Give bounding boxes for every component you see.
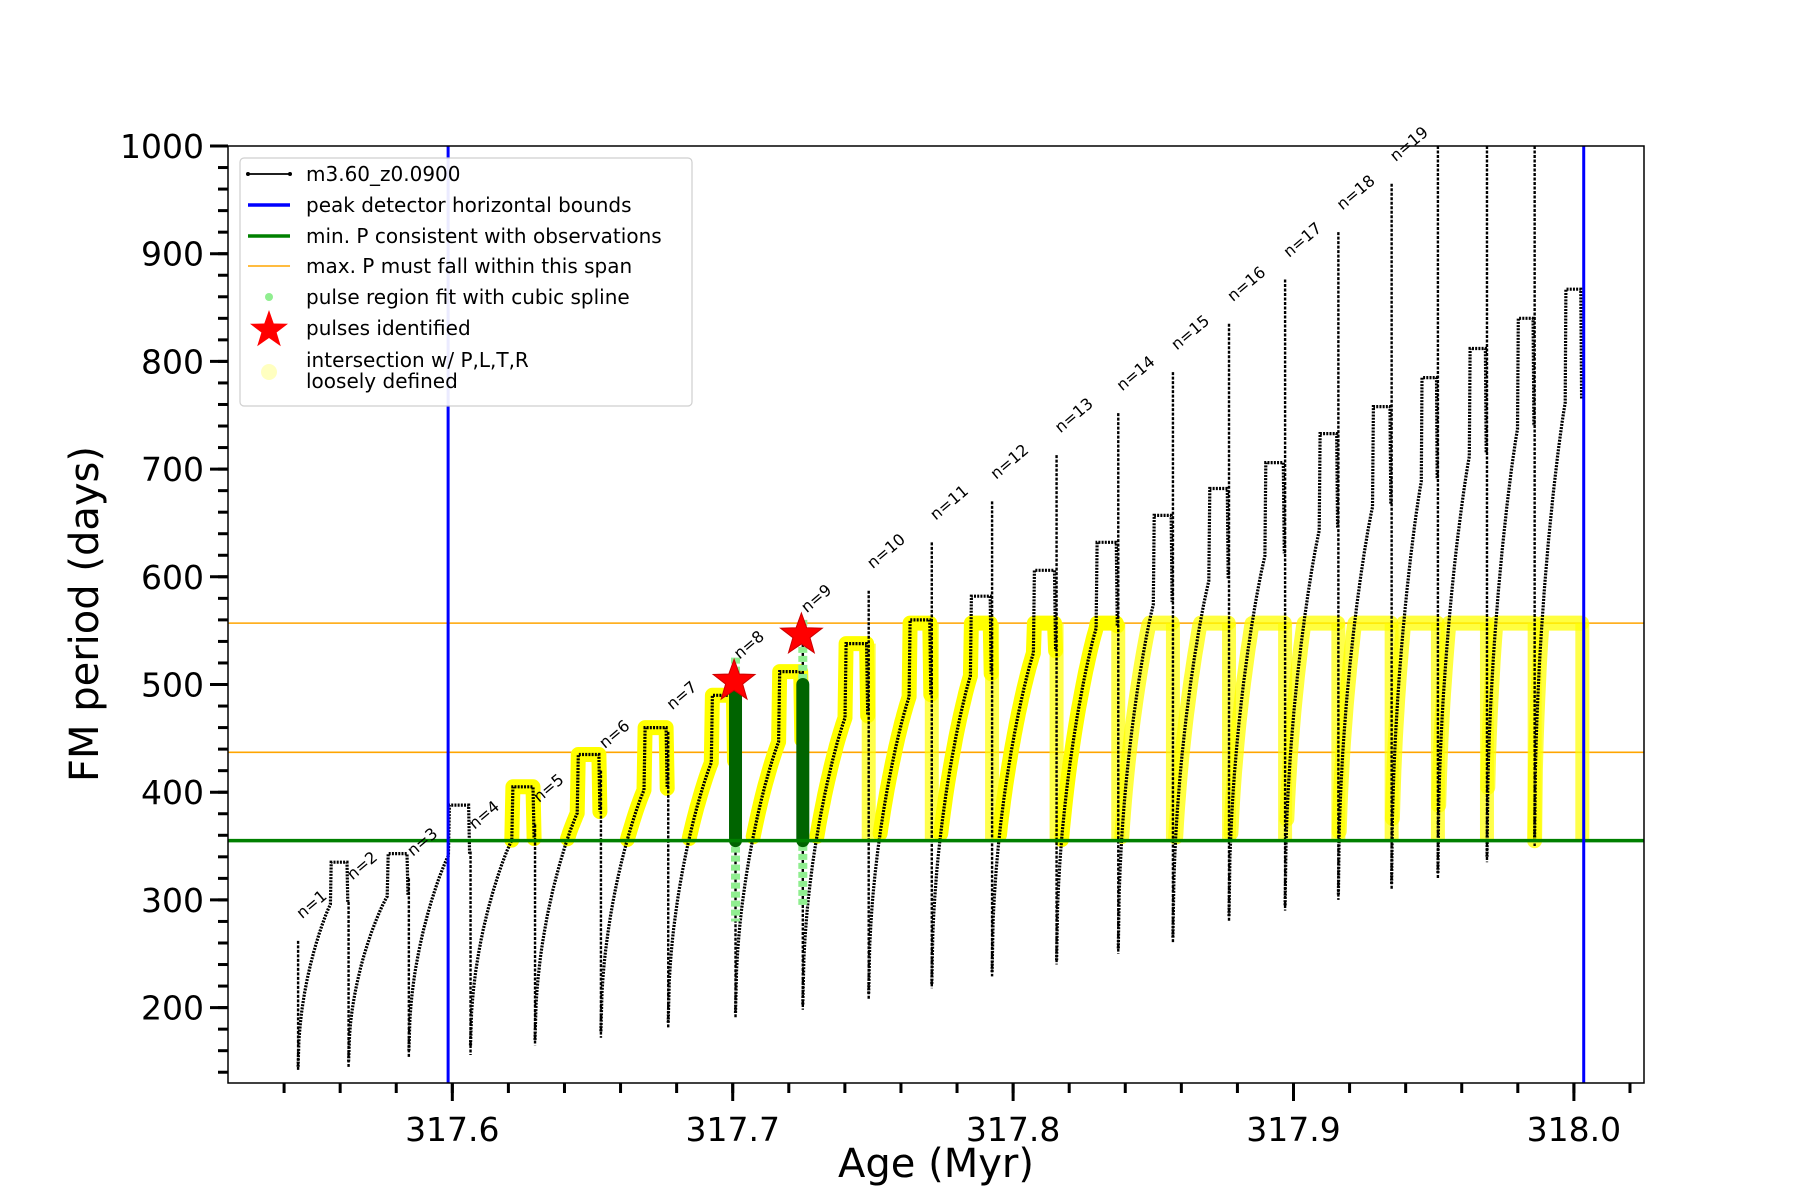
y-tick-label: 900: [141, 235, 204, 274]
x-tick-label: 317.6: [405, 1110, 499, 1149]
curve-segment: [801, 642, 870, 1005]
y-tick-label: 1000: [120, 127, 204, 166]
legend-label: intersection w/ P,L,T,R: [306, 348, 529, 372]
legend-label: m3.60_z0.0900: [306, 162, 461, 186]
spline-fit-regions: [228, 619, 1644, 922]
x-tick-label: 317.7: [685, 1110, 779, 1149]
legend-box: [239, 157, 693, 407]
y-tick-label: 300: [141, 881, 204, 920]
curve-segment: [533, 752, 602, 1040]
curve-segment: [1116, 513, 1174, 949]
curve-segment: [468, 785, 536, 1046]
x-axis-title: Age (Myr): [838, 1141, 1034, 1187]
intersection-band: [1114, 615, 1180, 845]
y-axis: 200 300 400 500 600 700 800 900 1000: [120, 127, 228, 1074]
x-axis: 317.6 317.7 317.8 317.9 318.0: [282, 1083, 1632, 1149]
legend-label: loosely defined: [306, 369, 458, 393]
y-tick-label: 600: [141, 558, 204, 597]
pulse-identified-star: [779, 611, 824, 654]
legend-label: peak detector horizontal bounds: [306, 193, 632, 217]
curve-segment: [990, 568, 1058, 973]
curve-segment: [1485, 316, 1536, 857]
y-tick-label: 200: [141, 989, 204, 1028]
curve-segment: [1055, 540, 1119, 961]
pulse-identified-star: [711, 657, 757, 701]
y-tick-label: 700: [141, 450, 204, 489]
legend-label: pulse region fit with cubic spline: [306, 285, 630, 309]
x-tick-label: 317.8: [966, 1110, 1060, 1149]
y-tick-label: 500: [141, 666, 204, 705]
curve-segment: [733, 670, 804, 1014]
plot-frame: [227, 145, 1645, 1084]
curve-segment: [1227, 461, 1286, 917]
y-tick-label: 800: [141, 342, 204, 381]
curve-segment: [407, 803, 472, 1051]
curve-segment: [1336, 405, 1393, 895]
series-curve: [296, 146, 1584, 1071]
legend-swatch-dot: [261, 364, 277, 380]
pulses-identified-markers: [711, 611, 824, 701]
curve-segment: [1533, 287, 1584, 841]
curve-segment: [296, 860, 350, 1067]
legend-swatch-dot: [288, 172, 292, 176]
y-axis-title: FM period (days): [62, 446, 108, 782]
y-tick-label: 400: [141, 773, 204, 812]
legend-swatch-dot: [265, 293, 273, 301]
legend-label: pulses identified: [306, 316, 471, 340]
curve-segment: [930, 594, 993, 984]
x-tick-label: 317.9: [1246, 1110, 1340, 1149]
curve-segment: [1171, 486, 1230, 938]
curve-segment: [347, 852, 410, 1062]
curve-segment: [1390, 376, 1439, 884]
intersection-band: [1331, 615, 1399, 839]
legend-swatch-star: [250, 310, 288, 347]
x-tick-label: 318.0: [1527, 1110, 1621, 1149]
curve-segment: [1283, 432, 1340, 906]
legend-label: max. P must fall within this span: [306, 254, 632, 278]
curve-segment: [867, 618, 933, 994]
legend-swatch-dot: [246, 172, 250, 176]
intersection-band: [1431, 615, 1494, 813]
legend-label: min. P consistent with observations: [306, 224, 662, 248]
